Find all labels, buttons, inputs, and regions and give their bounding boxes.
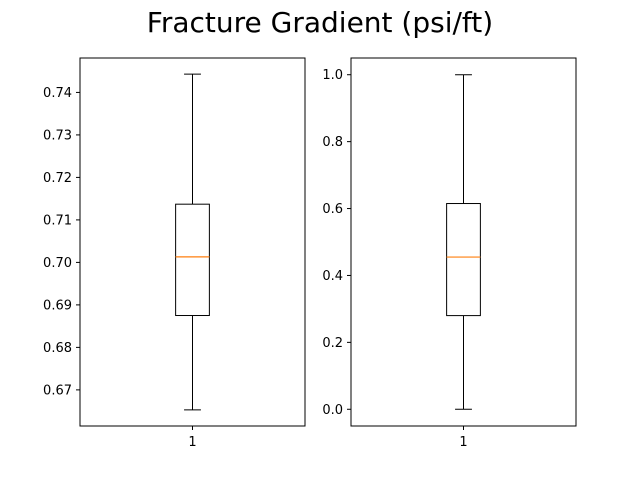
y-tick-label: 0.68 (43, 341, 72, 356)
y-tick-label: 0.72 (43, 171, 72, 186)
y-tick-label: 1.0 (322, 68, 343, 83)
x-tick-label: 1 (459, 435, 467, 450)
boxplot-panel-left: 0.67 0.68 0.69 0.70 0.71 0.72 0.73 0.74 1 (43, 57, 306, 450)
boxplot-panel-right: 0.0 0.2 0.4 0.6 0.8 1.0 1 (322, 57, 577, 450)
y-tick-label: 0.6 (322, 202, 343, 217)
y-tick-label: 0.0 (322, 403, 343, 418)
y-tick-label: 0.69 (43, 298, 72, 313)
y-tick-label: 0.8 (322, 135, 343, 150)
y-tick-label: 0.4 (322, 269, 343, 284)
chart-title: Fracture Gradient (psi/ft) (147, 6, 493, 39)
iqr-box (446, 203, 481, 317)
y-tick-label: 0.73 (43, 128, 72, 143)
y-tick-label: 0.71 (43, 213, 72, 228)
y-tick-label: 0.74 (43, 86, 72, 101)
y-tick-label: 0.2 (322, 336, 343, 351)
y-tick-label: 0.67 (43, 383, 72, 398)
x-tick-label: 1 (188, 435, 196, 450)
y-tick-label: 0.70 (43, 256, 72, 271)
iqr-box (175, 203, 210, 317)
